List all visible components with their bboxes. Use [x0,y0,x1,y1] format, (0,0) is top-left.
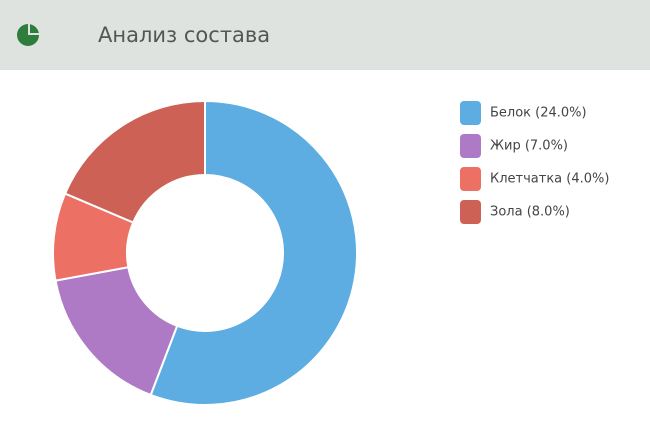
slice [149,99,358,406]
slice [63,99,206,224]
legend-swatch [460,134,481,158]
header [0,0,650,70]
legend-label: Жир (7.0%) [490,139,568,154]
header-icon [17,24,39,46]
legend-label: Клетчатка (4.0%) [490,172,609,187]
legend-label: Белок (24.0%) [490,106,587,121]
legend-swatch [460,167,481,191]
legend-swatch [460,101,481,125]
slice [54,266,179,397]
header-title: Анализ состава [98,23,270,47]
legend-label: Зола (8.0%) [490,205,570,220]
legend-swatch [460,200,481,224]
